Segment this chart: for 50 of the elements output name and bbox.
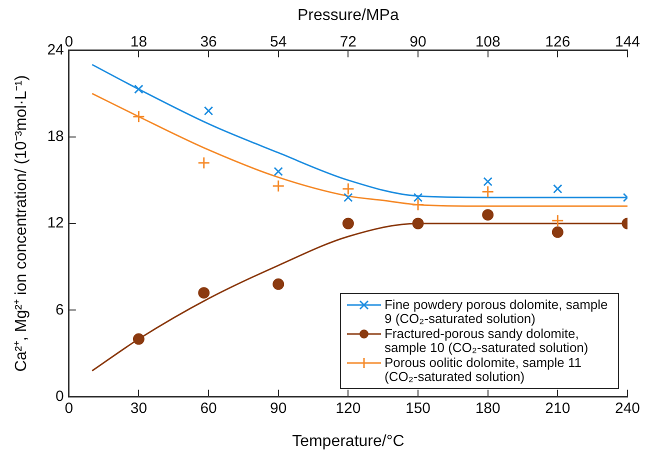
- legend-label: Porous oolitic dolomite, sample 11 (CO₂-saturated solution): [384, 354, 582, 384]
- line-series: [91, 92, 628, 207]
- legend-label: Fine powdery porous dolomite, sample 9 (CO₂-saturated solution): [384, 296, 609, 326]
- point: [342, 182, 354, 196]
- y-tick-label: 6: [56, 301, 64, 318]
- x2-tick-label: 36: [200, 33, 217, 50]
- point: [198, 156, 210, 170]
- point: [553, 184, 562, 194]
- point: [482, 185, 494, 198]
- y-axis-title: Ca²⁺, Mg²⁺ ion concentration/ (10⁻³mol·L⁻¹): [13, 75, 30, 372]
- x-tick-label: 180: [475, 400, 500, 417]
- x-tick-label: 120: [336, 400, 361, 417]
- point: [342, 218, 354, 230]
- point: [274, 166, 283, 176]
- x-tick-label: 30: [130, 400, 148, 417]
- point: [482, 209, 494, 221]
- point: [198, 287, 210, 299]
- x-tick-label: 240: [614, 400, 640, 417]
- x2-tick-label: 90: [410, 33, 426, 50]
- line-series: [91, 64, 628, 198]
- point: [204, 106, 214, 116]
- point: [483, 176, 492, 186]
- point: [552, 226, 564, 238]
- point: [412, 198, 424, 211]
- point: [551, 214, 564, 227]
- point: [132, 110, 145, 123]
- x-tick-label: 210: [545, 400, 570, 417]
- point: [272, 180, 285, 192]
- y-tick-label: 12: [47, 214, 64, 232]
- x-tick-label: 90: [270, 400, 287, 417]
- x2-tick-label: 144: [614, 33, 640, 50]
- y-tick-label: 18: [47, 128, 64, 145]
- x-tick-label: 150: [405, 400, 431, 417]
- legend-label: Fractured-porous sandy dolomite, sample 10 (CO₂-saturated solution): [384, 326, 590, 355]
- point: [132, 333, 144, 345]
- point: [344, 192, 353, 202]
- x2-tick-label: 126: [545, 33, 570, 50]
- x2-tick-label: 72: [340, 33, 357, 50]
- x-axis-title: Temperature/°C: [292, 432, 404, 450]
- x-tick-label: 60: [200, 400, 217, 417]
- point: [134, 84, 144, 94]
- point: [272, 278, 284, 290]
- point: [413, 192, 423, 202]
- x2-tick-label: 54: [270, 33, 287, 50]
- x2-tick-label: 18: [130, 33, 148, 50]
- x2-axis-title: Pressure/MPa: [298, 7, 399, 24]
- x2-tick-label: 108: [475, 33, 500, 50]
- y-tick-label: 24: [47, 41, 64, 58]
- point: [412, 218, 424, 230]
- y-tick-label: 0: [56, 388, 64, 405]
